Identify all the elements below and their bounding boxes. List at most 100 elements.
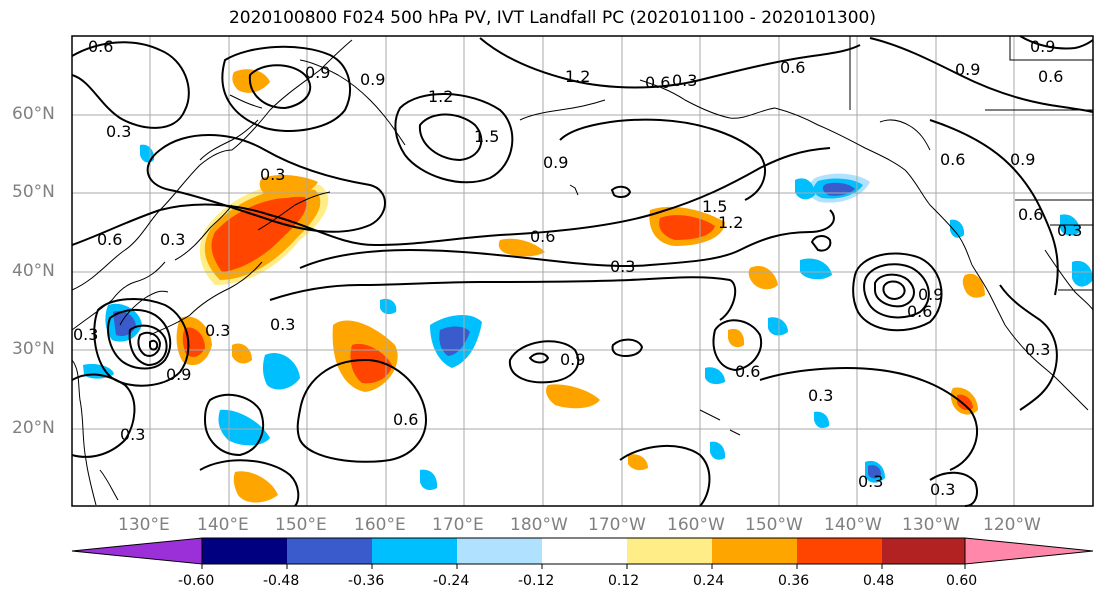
contour-label: 0.3 — [120, 425, 145, 444]
contour-label: 0.3 — [106, 122, 131, 141]
colorbar-tick-label: 0.36 — [778, 573, 810, 589]
contour-label: 0.9 — [305, 63, 330, 82]
contour-label: 1.2 — [428, 87, 453, 106]
coastlines — [71, 36, 1094, 506]
lon-label: 150°W — [745, 515, 803, 535]
anomaly-positive-patch — [498, 238, 545, 257]
contour-label: 0.6 — [393, 410, 418, 429]
contour-label: 0.6 — [97, 230, 122, 249]
anomaly-negative-patch — [439, 326, 470, 356]
lon-label: 170°E — [432, 515, 484, 535]
contour-label: 1.5 — [474, 127, 499, 146]
colorbar-tick-label: 0.60 — [946, 573, 978, 589]
contour-label-layer: 0.6 0.3 0.3 0.6 0.9 0.9 1.2 1.5 0.9 0.3 … — [73, 37, 1082, 499]
contour-label: 0.6 — [530, 227, 555, 246]
colorbar-tick-label: -0.36 — [348, 573, 385, 589]
anomaly-positive-patch — [628, 454, 648, 471]
anomaly-positive-patch — [962, 273, 985, 298]
contour-label: 0.3 — [1025, 340, 1050, 359]
contour-label: 0.3 — [672, 71, 697, 90]
contour-label: 1.5 — [702, 197, 727, 216]
anomaly-negative-patch — [705, 367, 725, 385]
colorbar-tick-label: -0.60 — [178, 573, 215, 589]
lon-label: 120°W — [983, 515, 1041, 535]
contour-label: 0.6 — [940, 150, 965, 169]
colorbar-segment — [797, 538, 882, 564]
anomaly-positive-patch — [728, 328, 745, 348]
contour-label: 0.3 — [930, 480, 955, 499]
colorbar-segment — [457, 538, 542, 564]
contour-label: 0.3 — [610, 257, 635, 276]
contour-label: 1.2 — [565, 67, 590, 86]
contour-label: 0.9 — [166, 365, 191, 384]
anomaly-positive-patch — [232, 343, 252, 364]
contour-label: 0.3 — [160, 230, 185, 249]
contour-label: 0.6 — [907, 302, 932, 321]
lat-label: 60°N — [12, 104, 55, 124]
anomaly-negative-patch — [795, 178, 815, 200]
colorbar-tick-label: 0.48 — [863, 573, 895, 589]
contour-label: 0.6 — [88, 37, 113, 56]
map-frame — [71, 35, 1094, 507]
lon-label: 170°W — [588, 515, 646, 535]
anomaly-positive-patch — [659, 215, 715, 240]
colorbar-segment — [882, 538, 965, 564]
contour-label: 0.9 — [955, 60, 980, 79]
contour-label: 0.9 — [360, 70, 385, 89]
colorbar-extend-low — [71, 537, 203, 565]
lon-label: 140°W — [824, 515, 882, 535]
anomaly-positive-patch — [232, 69, 270, 93]
anomaly-negative-patch — [868, 465, 882, 479]
graticule — [72, 36, 1093, 506]
contour-label: 0.6 — [1038, 67, 1063, 86]
contour-label: 0.3 — [260, 165, 285, 184]
map-title: 2020100800 F024 500 hPa PV, IVT Landfall… — [228, 8, 876, 28]
anomaly-negative-patch — [814, 411, 830, 428]
anomaly-positive-patch — [211, 196, 307, 272]
contour-label: 0.6 — [1018, 205, 1043, 224]
lon-label: 140°E — [197, 515, 249, 535]
contour-label: 0.3 — [808, 386, 833, 405]
contour-label: 0.9 — [1010, 150, 1035, 169]
anomaly-positive-patch — [233, 471, 278, 503]
anomaly-negative-patch — [218, 409, 270, 446]
colorbar-segment — [627, 538, 712, 564]
contour-label: 0.3 — [1057, 221, 1082, 240]
colorbar-extend-high — [964, 537, 1094, 565]
anomaly-negative-patch — [262, 352, 300, 390]
lon-label: 150°E — [275, 515, 327, 535]
colorbar-outline — [201, 537, 966, 565]
anomaly-negative-patch — [710, 441, 726, 460]
contour-label: 0.3 — [270, 315, 295, 334]
lat-label: 40°N — [12, 261, 55, 281]
contour-label: 0.6 — [645, 73, 670, 92]
contour-label: 0.9 — [543, 153, 568, 172]
colorbar-tick-label: -0.24 — [433, 573, 470, 589]
lon-label: 180°W — [510, 515, 568, 535]
anomaly-positive-patch — [546, 384, 600, 409]
anomaly-negative-patch — [800, 258, 832, 280]
colorbar-tick-label: 0.24 — [693, 573, 725, 589]
anomaly-negative-patch — [420, 469, 438, 490]
colorbar-segment — [287, 538, 372, 564]
lon-label: 130°W — [902, 515, 960, 535]
contour-label: 0.3 — [73, 325, 98, 344]
contour-label: 0.9 — [560, 350, 585, 369]
colorbar-segment — [202, 538, 287, 564]
contour-label: 0.9 — [918, 285, 943, 304]
colorbar-segment — [712, 538, 797, 564]
colorbar-segment — [372, 538, 457, 564]
contour-label: 0.3 — [205, 321, 230, 340]
colorbar — [71, 537, 1094, 569]
contour-label: 1.2 — [718, 213, 743, 232]
lat-label: 20°N — [12, 418, 55, 438]
anomaly-positive-patch — [957, 394, 973, 411]
ivt-contours — [71, 35, 1094, 507]
colorbar-ticks — [201, 564, 966, 569]
anomaly-positive-patch — [350, 343, 392, 384]
contour-label: 0.6 — [735, 362, 760, 381]
lon-label: 160°W — [667, 515, 725, 535]
lon-label: 160°E — [354, 515, 406, 535]
lat-label: 50°N — [12, 182, 55, 202]
